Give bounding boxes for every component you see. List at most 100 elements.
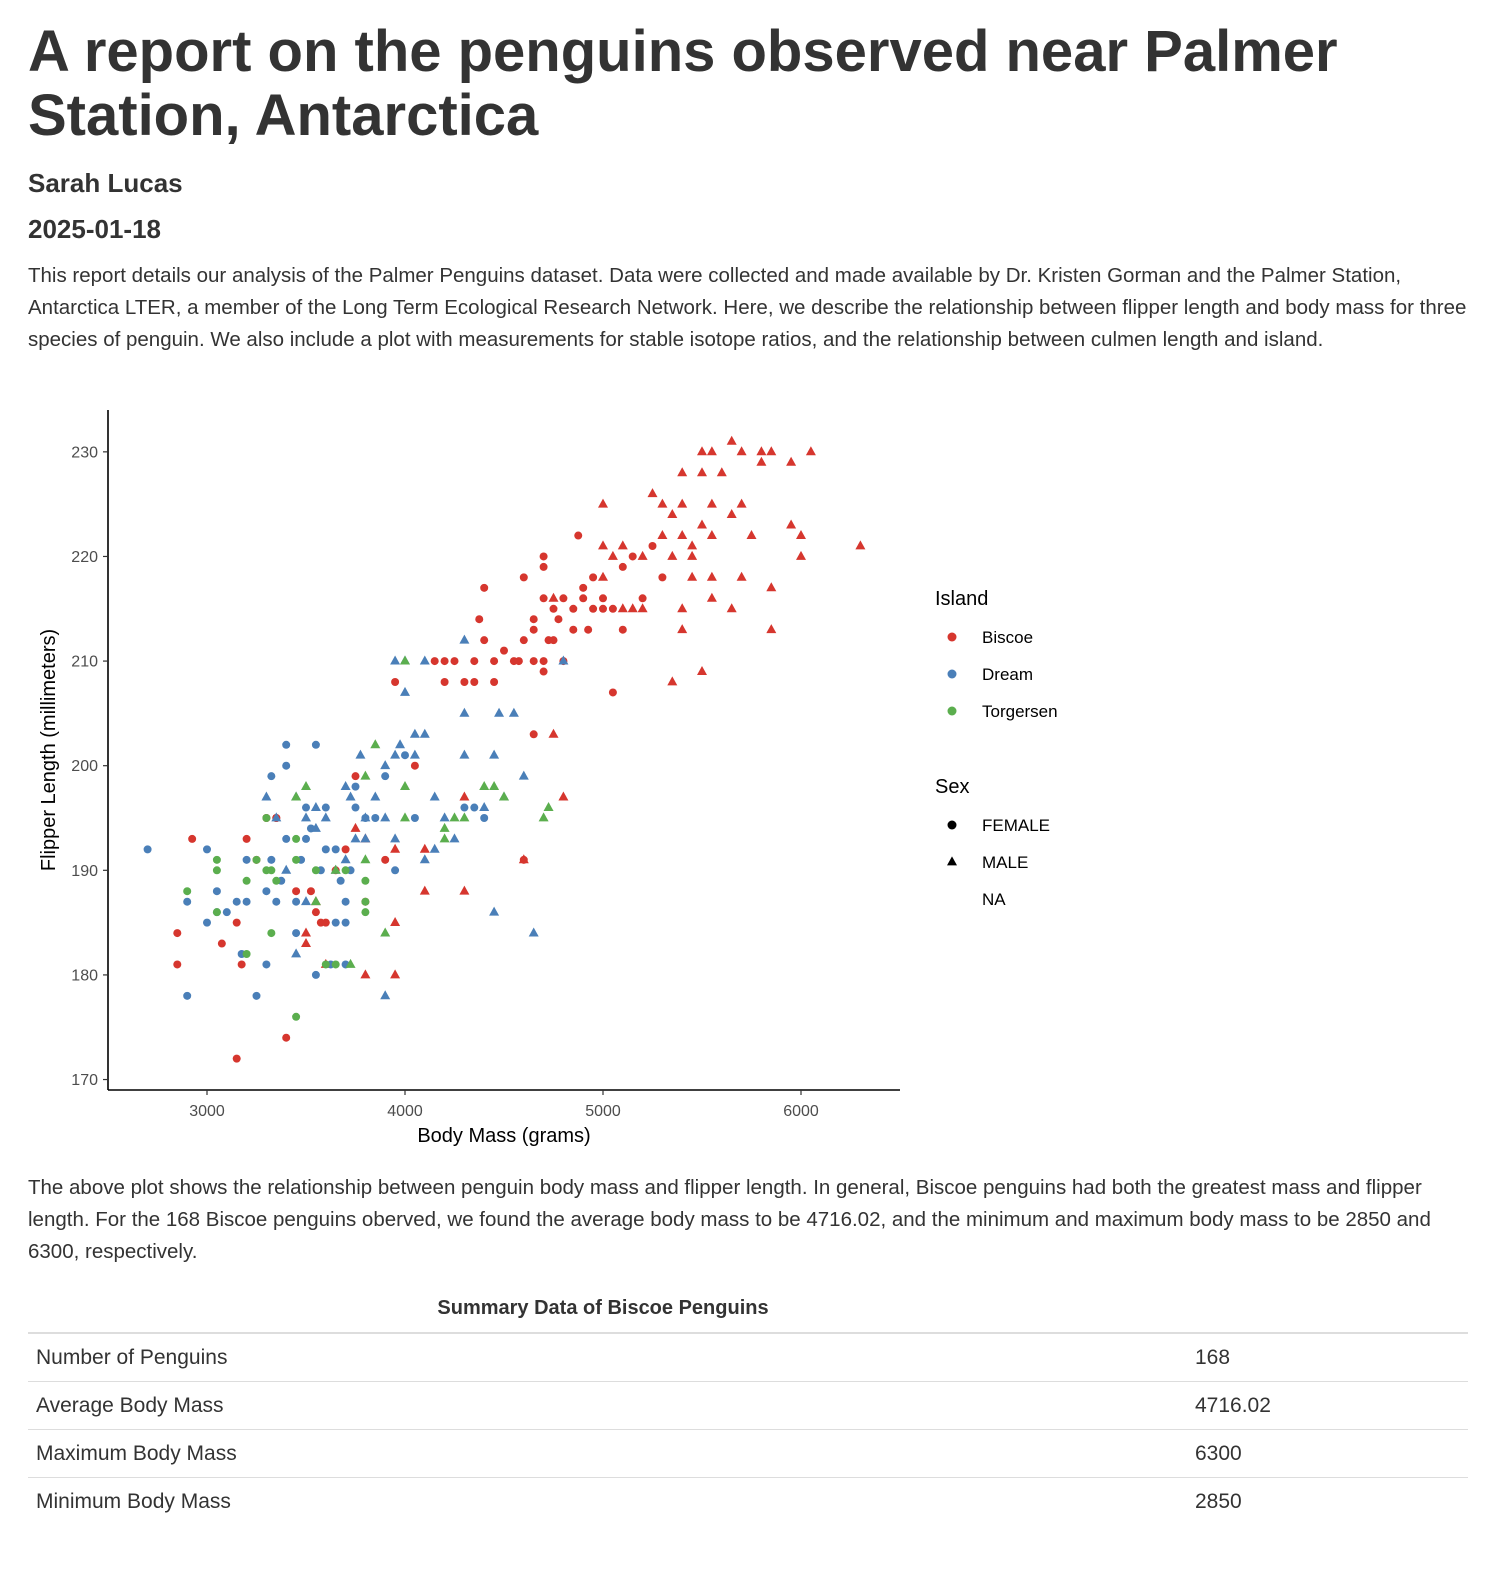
point-dream-female — [232, 897, 241, 906]
point-dream-male — [419, 728, 430, 738]
point-dream-male — [409, 728, 420, 738]
point-biscoe-male — [766, 446, 777, 456]
point-biscoe-female — [480, 583, 489, 592]
legend-label-na: NA — [982, 890, 1006, 909]
point-biscoe-female — [539, 657, 548, 666]
table-cell-label: Minimum Body Mass — [36, 1489, 231, 1513]
point-torgersen-female — [272, 876, 281, 885]
point-dream-male — [419, 655, 430, 665]
point-dream-female — [267, 772, 276, 781]
point-dream-female — [336, 876, 345, 885]
point-biscoe-male — [301, 927, 311, 937]
point-dream-female — [282, 740, 291, 749]
table-cell-label: Maximum Body Mass — [28, 1429, 1187, 1478]
point-dream-female — [203, 918, 211, 927]
point-biscoe-female — [410, 761, 419, 770]
point-biscoe-male — [558, 791, 569, 801]
point-biscoe-male — [766, 624, 777, 634]
point-biscoe-male — [607, 550, 618, 560]
x-tick-label: 3000 — [189, 1103, 225, 1120]
point-biscoe-male — [726, 435, 737, 445]
point-torgersen-male — [479, 781, 490, 791]
point-biscoe-male — [855, 540, 866, 550]
point-dream-female — [341, 918, 350, 927]
point-biscoe-female — [608, 688, 617, 697]
point-biscoe-male — [657, 498, 668, 508]
point-biscoe-female — [173, 960, 182, 969]
point-biscoe-male — [677, 467, 688, 477]
point-biscoe-female — [549, 604, 558, 613]
point-biscoe-female — [217, 939, 226, 948]
point-dream-female — [391, 866, 400, 875]
point-torgersen-male — [400, 781, 410, 791]
point-torgersen-male — [360, 854, 371, 864]
point-biscoe-male — [687, 571, 698, 581]
point-biscoe-female — [311, 908, 320, 917]
point-dream-male — [380, 760, 391, 770]
point-dream-female — [331, 845, 340, 854]
summary-table: Number of Penguins 168 Average Body Mass… — [28, 1326, 1468, 1525]
table-cell-value: 4716.02 — [1187, 1381, 1468, 1430]
table-cell-value: 2850 — [1195, 1489, 1242, 1513]
point-torgersen-female — [212, 855, 221, 864]
point-torgersen-female — [267, 866, 276, 875]
point-torgersen-female — [242, 876, 251, 885]
point-biscoe-female — [470, 678, 479, 686]
point-biscoe-male — [697, 519, 707, 529]
point-dream-female — [460, 803, 469, 812]
point-biscoe-female — [628, 552, 637, 561]
legend-label-male: MALE — [982, 853, 1028, 872]
point-dream-male — [310, 801, 321, 811]
point-torgersen-female — [311, 866, 320, 875]
point-biscoe-male — [746, 529, 757, 539]
point-biscoe-male — [548, 592, 559, 602]
point-biscoe-male — [706, 592, 717, 602]
point-dream-male — [479, 801, 490, 811]
point-biscoe-female — [589, 573, 598, 582]
point-dream-male — [459, 707, 470, 717]
point-biscoe-male — [706, 571, 717, 581]
point-torgersen-female — [331, 960, 340, 969]
point-dream-female — [242, 855, 251, 864]
point-torgersen-male — [370, 739, 381, 749]
point-biscoe-female — [579, 594, 588, 603]
point-biscoe-female — [519, 636, 528, 645]
point-torgersen-female — [262, 814, 271, 822]
point-dream-female — [302, 834, 310, 843]
point-dream-female — [410, 814, 419, 822]
points-layer — [143, 435, 866, 1063]
page-title: A report on the penguins observed near P… — [28, 19, 1338, 148]
point-biscoe-female — [554, 615, 563, 624]
point-dream-male — [439, 812, 450, 822]
point-biscoe-male — [677, 624, 688, 634]
point-dream-female — [203, 845, 211, 854]
point-biscoe-female — [475, 615, 484, 624]
point-dream-male — [301, 812, 311, 822]
point-dream-male — [390, 655, 401, 665]
point-biscoe-female — [569, 625, 578, 634]
point-biscoe-female — [618, 562, 627, 571]
point-biscoe-male — [647, 488, 658, 498]
table-row: Average Body Mass 4716.02 — [28, 1381, 1468, 1430]
point-dream-male — [350, 833, 361, 843]
point-biscoe-female — [440, 678, 449, 686]
author-name: Sarah Lucas — [28, 168, 183, 198]
point-torgersen-female — [242, 950, 251, 958]
legend-label-dream: Dream — [982, 665, 1033, 684]
legend-key-biscoe — [947, 632, 957, 642]
point-torgersen-female — [212, 866, 221, 875]
point-biscoe-male — [667, 550, 678, 560]
point-biscoe-female — [341, 845, 350, 854]
point-biscoe-female — [514, 657, 523, 666]
legend-label-female: FEMALE — [982, 816, 1050, 835]
table-header-row — [28, 1326, 1468, 1334]
point-biscoe-male — [796, 529, 806, 539]
scatter-chart-svg: 3000 4000 5000 6000 170 180 190 200 210 220 230 Bod… — [38, 410, 1058, 1147]
point-biscoe-female — [579, 583, 588, 592]
point-biscoe-male — [697, 467, 707, 477]
point-biscoe-female — [539, 562, 548, 571]
point-dream-female — [351, 803, 360, 812]
point-dream-female — [262, 960, 271, 969]
legend-key-female — [947, 820, 957, 830]
point-biscoe-male — [598, 498, 608, 508]
